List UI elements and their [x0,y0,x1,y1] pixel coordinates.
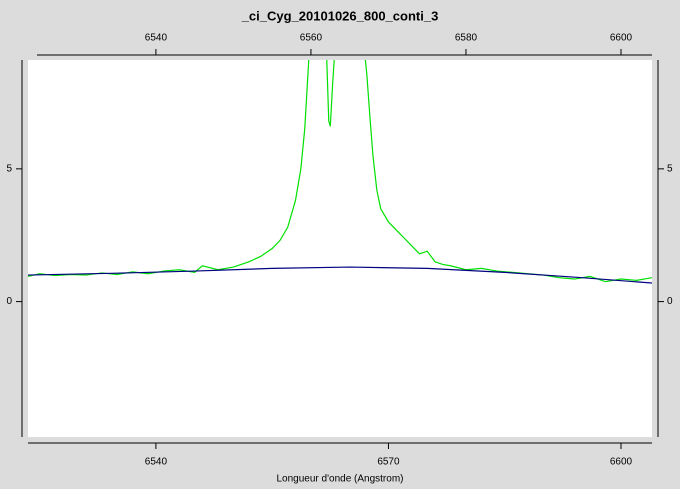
y-tick-label: 0 [6,296,12,307]
x2-tick-label: 6540 [145,33,168,44]
spectrum-line [28,266,652,284]
x2-tick-label: 6600 [610,33,633,44]
chart-title: _ci_Cyg_20101026_800_conti_3 [241,8,439,23]
x2-tick-label: 6580 [455,33,478,44]
y2-tick-label: 5 [667,163,673,174]
x-axis-label: Longueur d'onde (Angstrom) [277,474,404,485]
x-tick-label: 6540 [145,457,168,468]
plot-area [28,60,652,437]
y2-tick-label: 0 [667,296,673,307]
plot-lines [28,60,652,284]
y-tick-label: 5 [6,163,12,174]
x-tick-label: 6570 [377,457,400,468]
x2-tick-label: 6560 [300,33,323,44]
x-tick-label: 6600 [610,457,633,468]
